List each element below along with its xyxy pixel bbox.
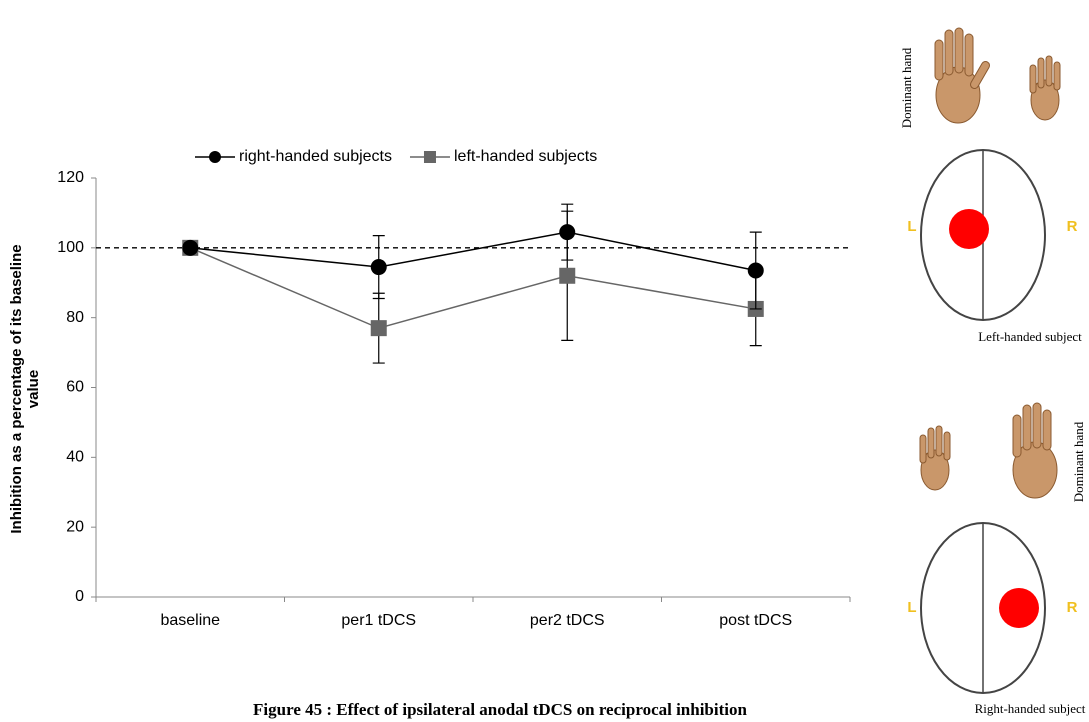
legend-label: left-handed subjects — [454, 148, 597, 165]
marker — [423, 151, 436, 163]
left-label: L — [907, 599, 916, 616]
marker — [370, 259, 387, 276]
y-tick-label: 80 — [66, 309, 84, 326]
hands-right-handed — [919, 402, 1058, 499]
series-line — [190, 231, 756, 272]
figure-caption: Figure 45 : Effect of ipsilateral anodal… — [253, 700, 747, 719]
marker — [370, 320, 387, 337]
stimulation-site — [999, 588, 1039, 628]
y-tick-label: 120 — [57, 169, 84, 186]
illustrations: Dominant hand L R Left-handed subject Do… — [899, 27, 1086, 716]
marker — [747, 262, 764, 279]
legend-label: right-handed subjects — [239, 148, 392, 165]
y-tick-label: 40 — [66, 449, 84, 466]
x-tick-label: baseline — [160, 612, 220, 629]
subject-label: Right-handed subject — [975, 701, 1086, 716]
y-tick-label: 100 — [57, 239, 84, 256]
right-label: R — [1067, 599, 1078, 616]
left-label: L — [907, 218, 916, 235]
marker — [559, 267, 576, 284]
hand-label: Dominant hand — [1071, 421, 1086, 502]
y-tick-label: 20 — [66, 518, 84, 535]
hands-left-handed — [934, 27, 1061, 124]
series-line — [189, 247, 756, 329]
marker — [559, 224, 576, 241]
hand-label: Dominant hand — [899, 47, 914, 128]
subject-label: Left-handed subject — [978, 329, 1082, 344]
marker — [182, 239, 199, 256]
stimulation-site — [949, 209, 989, 249]
marker — [209, 151, 221, 163]
y-tick-label: 0 — [75, 588, 84, 605]
x-tick-label: per2 tDCS — [530, 612, 605, 629]
y-axis-label: Inhibition as a percentage of its baseli… — [8, 244, 42, 534]
x-tick-label: per1 tDCS — [341, 612, 416, 629]
right-label: R — [1067, 218, 1078, 235]
x-tick-label: post tDCS — [719, 612, 792, 629]
y-tick-label: 60 — [66, 379, 84, 396]
